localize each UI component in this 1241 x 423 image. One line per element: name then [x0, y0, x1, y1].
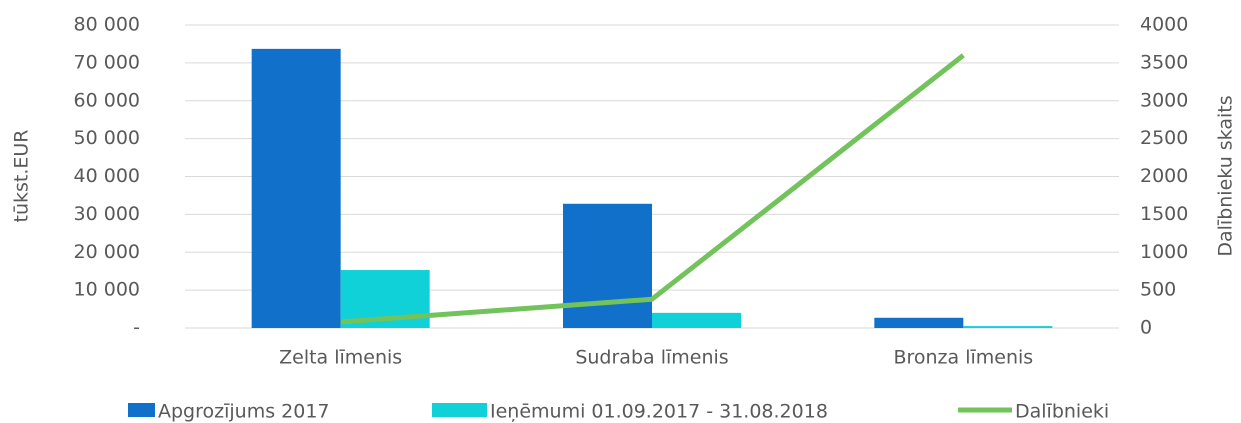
y-axis-label: tūkst.EUR [11, 130, 33, 223]
y2-tick-label: 500 [1140, 279, 1176, 301]
y2-tick-label: 2500 [1140, 127, 1188, 149]
bar [563, 203, 652, 328]
y2-tick-label: 1000 [1140, 241, 1188, 263]
line [340, 53, 965, 325]
y2-tick-label: 4000 [1140, 14, 1188, 36]
y-tick-label: 10 000 [74, 279, 140, 301]
y-tick-label: 40 000 [74, 165, 140, 187]
legend-label: Dalībnieki [1015, 401, 1109, 423]
legend-swatch [128, 403, 155, 417]
y2-tick-label: 3500 [1140, 51, 1188, 73]
y-tick-label: 80 000 [74, 14, 140, 36]
y-tick-label: 60 000 [74, 89, 140, 111]
legend-swatch [432, 403, 487, 417]
y2-axis-label: Dalībnieku skaits [1215, 95, 1237, 256]
y2-tick-label: 0 [1140, 317, 1152, 339]
x-tick-label: Sudraba līmenis [575, 347, 728, 369]
y-tick-label: - [133, 317, 140, 339]
x-tick-label: Bronza līmenis [893, 347, 1033, 369]
y-tick-label: 50 000 [74, 127, 140, 149]
y-tick-label: 70 000 [74, 51, 140, 73]
bar [652, 312, 741, 328]
bar [251, 48, 341, 329]
bar [874, 317, 964, 328]
x-tick-label: Zelta līmenis [279, 347, 402, 369]
y-tick-label: 20 000 [74, 241, 140, 263]
y2-tick-label: 2000 [1140, 165, 1188, 187]
y2-tick-label: 3000 [1140, 89, 1188, 111]
legend-label: Ieņēmumi 01.09.2017 - 31.08.2018 [490, 401, 828, 423]
legend-label: Apgrozījums 2017 [158, 401, 330, 423]
y-tick-label: 30 000 [74, 203, 140, 225]
y2-tick-label: 1500 [1140, 203, 1188, 225]
bar [963, 326, 1053, 328]
